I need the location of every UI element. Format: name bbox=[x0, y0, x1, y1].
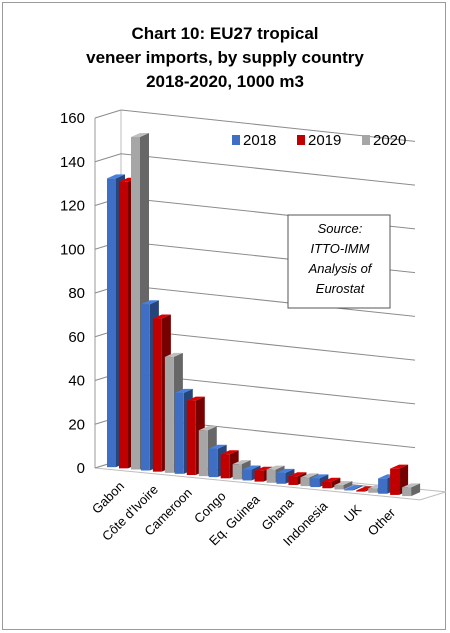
source-line: Eurostat bbox=[316, 281, 366, 296]
x-tick-label: UK bbox=[341, 501, 365, 525]
y-tick-label: 120 bbox=[60, 198, 85, 215]
bar-front bbox=[165, 357, 174, 473]
y-axis-ticks: 0 20 40 60 80 100 120 140 160 bbox=[60, 110, 85, 477]
bar-front bbox=[390, 469, 399, 495]
bar-front bbox=[243, 470, 252, 481]
bar-front bbox=[199, 430, 208, 476]
bar-front bbox=[153, 319, 162, 472]
bar-front bbox=[288, 476, 297, 485]
bar-front bbox=[131, 137, 140, 470]
y-tick-label: 20 bbox=[68, 416, 85, 433]
gridline-side bbox=[95, 154, 121, 162]
source-box: Source: ITTO-IMM Analysis of Eurostat bbox=[288, 215, 390, 308]
legend-label: 2019 bbox=[308, 132, 341, 149]
bar-front bbox=[233, 464, 242, 479]
bar-front bbox=[334, 485, 343, 489]
bar-front bbox=[378, 478, 387, 493]
y-tick-label: 40 bbox=[68, 373, 85, 390]
legend: 2018 2019 2020 bbox=[232, 132, 406, 149]
y-tick-label: 60 bbox=[68, 329, 85, 346]
bar-front bbox=[344, 489, 353, 490]
legend-item-2019: 2019 bbox=[297, 132, 341, 149]
legend-item-2018: 2018 bbox=[232, 132, 276, 149]
bar-front bbox=[276, 473, 285, 484]
legend-label: 2020 bbox=[373, 132, 406, 149]
bar-front bbox=[267, 470, 276, 483]
bar-front bbox=[119, 182, 128, 469]
bar-front bbox=[141, 304, 150, 470]
source-line: Analysis of bbox=[308, 261, 373, 276]
legend-swatch bbox=[297, 135, 305, 145]
gridline bbox=[121, 154, 415, 185]
bar-front bbox=[255, 471, 264, 482]
bar-front bbox=[221, 454, 230, 478]
bar-front bbox=[310, 478, 319, 487]
y-tick-label: 140 bbox=[60, 154, 85, 171]
bars bbox=[107, 133, 420, 496]
bar-front bbox=[209, 449, 218, 477]
gridline-side bbox=[95, 110, 121, 118]
bar-front bbox=[402, 487, 411, 496]
bar-front bbox=[368, 488, 377, 492]
source-line: Source: bbox=[318, 221, 363, 236]
y-tick-label: 160 bbox=[60, 110, 85, 127]
y-tick-label: 100 bbox=[60, 241, 85, 258]
source-line: ITTO-IMM bbox=[311, 241, 370, 256]
y-tick-label: 0 bbox=[77, 460, 85, 477]
y-tick-label: 80 bbox=[68, 285, 85, 302]
legend-swatch bbox=[232, 135, 240, 145]
bar-front bbox=[322, 482, 331, 489]
legend-swatch bbox=[362, 135, 370, 145]
legend-item-2020: 2020 bbox=[362, 132, 406, 149]
bar-front bbox=[300, 477, 309, 486]
x-tick-label: Other bbox=[365, 505, 399, 539]
legend-label: 2018 bbox=[243, 132, 276, 149]
bar-front bbox=[175, 393, 184, 474]
bar-front bbox=[356, 491, 365, 492]
bar-front bbox=[187, 401, 196, 475]
bar-front bbox=[107, 178, 116, 467]
